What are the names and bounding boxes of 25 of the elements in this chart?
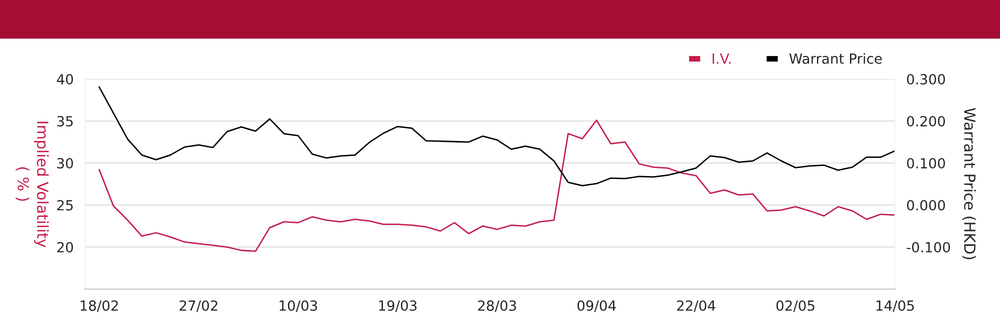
y-tick-label: 35 xyxy=(57,116,73,127)
legend-label: I.V. xyxy=(712,54,730,64)
x-tick-label: 10/03 xyxy=(280,300,318,312)
line-series xyxy=(98,86,895,186)
x-tick-label: 19/03 xyxy=(379,300,417,312)
y-tick-label: 20 xyxy=(57,242,73,252)
y-tick-label: 25 xyxy=(57,200,73,210)
x-tick-label: 28/03 xyxy=(478,300,516,312)
x-tick-label: 14/05 xyxy=(876,300,914,312)
x-tick-label: 02/05 xyxy=(776,300,814,312)
y2-tick-label: 0.000 xyxy=(907,200,945,210)
y2-tick-label: 0.100 xyxy=(907,158,945,169)
y2-tick-label: 0.300 xyxy=(907,74,945,85)
x-tick-label: 18/02 xyxy=(80,300,118,312)
y-tick-label: 40 xyxy=(56,74,73,85)
legend-label: Warrant Price xyxy=(789,53,882,64)
y2-axis-title: Warrant Price (HKD) xyxy=(962,108,976,260)
x-tick-label: 09/04 xyxy=(577,300,616,312)
x-tick-label: 22/04 xyxy=(677,300,716,312)
line-series xyxy=(98,120,895,252)
y2-tick-label: 0.200 xyxy=(907,116,945,127)
y-tick-label: 30 xyxy=(57,158,73,169)
x-tick-label: 27/02 xyxy=(180,300,218,312)
y2-tick-label: -0.100 xyxy=(906,242,950,252)
y-axis-title: Implied Volatility ( % ) xyxy=(16,122,49,248)
